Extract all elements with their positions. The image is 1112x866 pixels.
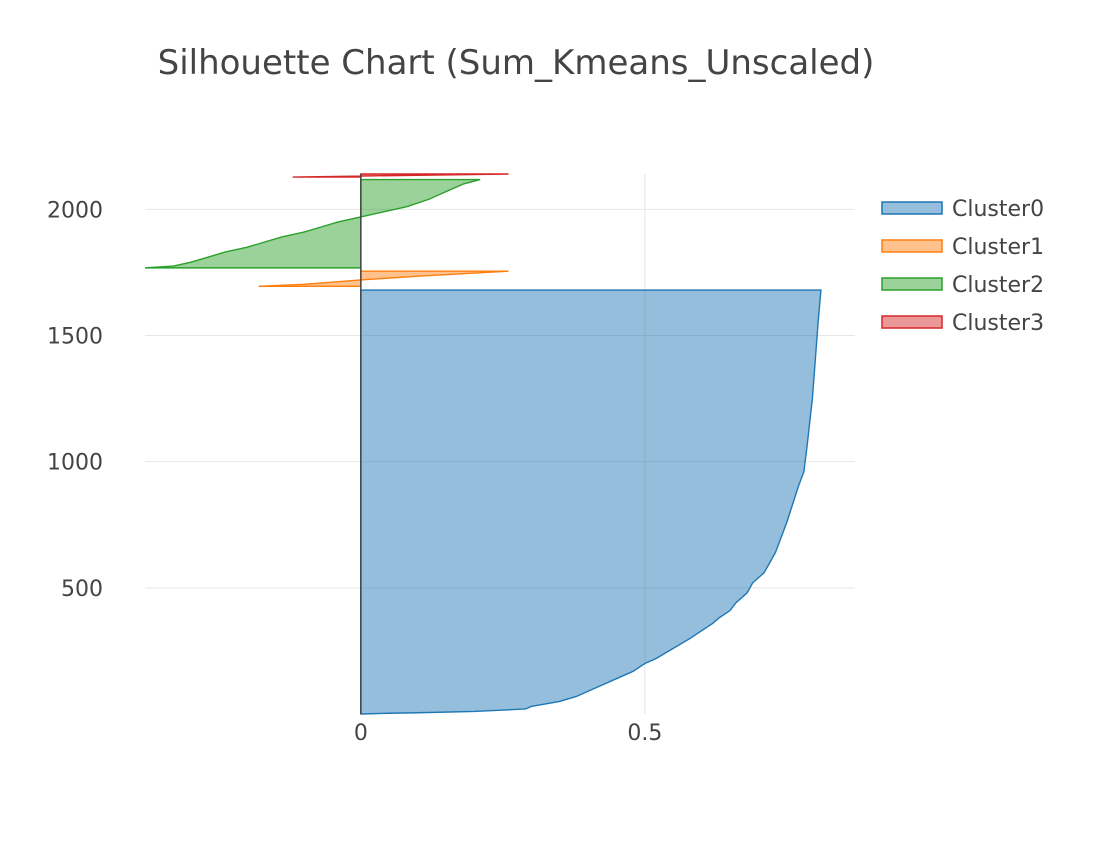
chart-title: Silhouette Chart (Sum_Kmeans_Unscaled) — [158, 43, 875, 83]
legend-swatch-cluster3 — [881, 315, 943, 329]
tick-labels: 500 1000 1500 2000 0 0.5 — [47, 198, 662, 746]
legend-swatch-cluster1 — [881, 239, 943, 253]
silhouette-area-cluster2[interactable] — [144, 178, 481, 269]
legend[interactable]: Cluster0 Cluster1 Cluster2 Cluster3 — [881, 197, 1044, 336]
legend-label-cluster0: Cluster0 — [952, 197, 1044, 222]
legend-label-cluster1: Cluster1 — [952, 235, 1044, 260]
legend-item-cluster1[interactable]: Cluster1 — [881, 235, 1044, 260]
legend-swatch-cluster2 — [881, 277, 943, 291]
legend-swatch-cluster0 — [881, 201, 943, 215]
x-tick-label-0: 0 — [354, 721, 368, 746]
legend-item-cluster3[interactable]: Cluster3 — [881, 311, 1044, 336]
y-tick-label-2: 1500 — [47, 324, 103, 349]
silhouette-area-cluster0[interactable] — [360, 289, 822, 715]
silhouette-area-cluster1[interactable] — [258, 270, 509, 287]
y-tick-label-3: 2000 — [47, 198, 103, 223]
legend-label-cluster2: Cluster2 — [952, 273, 1044, 298]
y-tick-label-0: 500 — [61, 577, 103, 602]
silhouette-areas — [144, 173, 822, 715]
legend-item-cluster2[interactable]: Cluster2 — [881, 273, 1044, 298]
silhouette-area-cluster3[interactable] — [292, 173, 509, 178]
legend-label-cluster3: Cluster3 — [952, 311, 1044, 336]
x-tick-label-1: 0.5 — [627, 721, 662, 746]
y-tick-label-1: 1000 — [47, 451, 103, 476]
legend-item-cluster0[interactable]: Cluster0 — [881, 197, 1044, 222]
